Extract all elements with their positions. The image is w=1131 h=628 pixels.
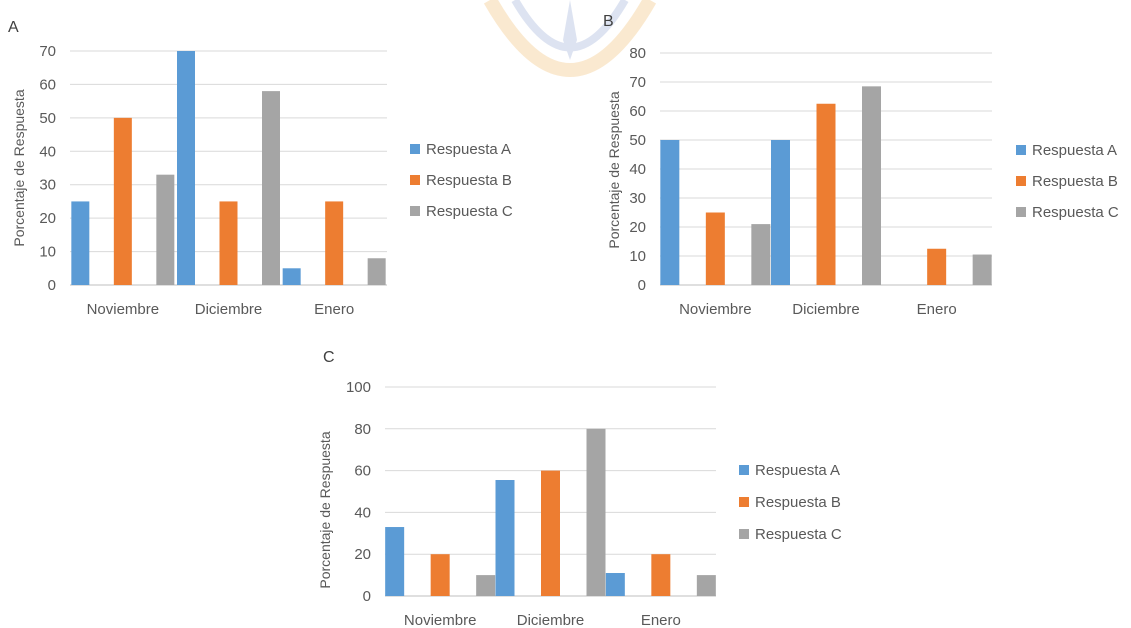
y-tick-label: 10 (39, 244, 56, 261)
bar-noviembre-respuesta-a (660, 140, 680, 285)
legend-entry: Respuesta C (426, 203, 513, 220)
bar-noviembre-respuesta-c (476, 575, 496, 596)
y-axis-title: Porcentaje de Respuesta (317, 431, 333, 588)
bar-enero-respuesta-c (696, 575, 716, 596)
bar-diciembre-respuesta-a (495, 480, 515, 596)
legend-swatch (739, 465, 749, 475)
chart-a: A 0 10 20 30 40 50 60 70 Porcentaje de Respuesta N… (8, 19, 513, 318)
legend-swatch (410, 206, 420, 216)
legend-entry: Respuesta A (1032, 142, 1117, 159)
bar-noviembre-respuesta-b (705, 212, 725, 285)
category-label: Diciembre (195, 301, 263, 318)
y-tick-label: 0 (363, 588, 371, 605)
bar-diciembre-respuesta-c (262, 91, 280, 285)
y-axis-title: Porcentaje de Respuesta (11, 89, 27, 246)
category-label: Enero (314, 301, 354, 318)
y-tick-label: 20 (39, 210, 56, 227)
y-tick-label: 30 (39, 177, 56, 194)
legend-swatch (1016, 145, 1026, 155)
y-tick-label: 50 (39, 110, 56, 127)
bar-diciembre-respuesta-b (816, 103, 836, 285)
bar-diciembre-respuesta-c (862, 86, 881, 285)
legend-entry: Respuesta A (755, 462, 840, 479)
y-axis-title: Porcentaje de Respuesta (606, 91, 622, 248)
bar-enero-respuesta-c (367, 258, 386, 285)
bar-enero-respuesta-b (651, 554, 671, 596)
bar-diciembre-respuesta-b (219, 201, 238, 285)
y-tick-label: 60 (39, 76, 56, 93)
bar-diciembre-respuesta-c (586, 428, 606, 596)
bar-diciembre-respuesta-a (177, 51, 195, 285)
panel-label: B (603, 13, 614, 30)
bar-noviembre-respuesta-b (430, 554, 450, 596)
legend-entry: Respuesta B (1032, 173, 1118, 190)
bar-noviembre-respuesta-c (156, 174, 175, 285)
y-tick-label: 40 (354, 504, 371, 521)
y-tick-label: 40 (629, 161, 646, 178)
bar-noviembre-respuesta-b (113, 117, 132, 285)
chart-c: C 0 20 40 60 80 100 Porcentaje de Respuesta Novi… (317, 349, 842, 628)
category-label: Enero (917, 301, 957, 318)
category-label: Noviembre (679, 301, 752, 318)
category-label: Enero (641, 612, 681, 628)
panel-label: A (8, 19, 19, 36)
category-label: Noviembre (404, 612, 477, 628)
y-tick-label: 50 (629, 132, 646, 149)
y-tick-label: 60 (354, 463, 371, 480)
category-label: Noviembre (87, 301, 160, 318)
legend-entry: Respuesta C (755, 526, 842, 543)
y-tick-label: 80 (629, 45, 646, 62)
y-tick-label: 0 (638, 277, 646, 294)
bar-diciembre-respuesta-b (541, 470, 560, 596)
y-tick-label: 20 (629, 219, 646, 236)
legend-entry: Respuesta B (755, 494, 841, 511)
category-label: Diciembre (517, 612, 585, 628)
legend-entry: Respuesta A (426, 141, 511, 158)
bar-enero-respuesta-b (927, 248, 947, 285)
y-tick-label: 70 (39, 43, 56, 60)
y-tick-label: 70 (629, 74, 646, 91)
legend-swatch (410, 144, 420, 154)
bar-enero-respuesta-a (605, 573, 625, 596)
legend-swatch (1016, 207, 1026, 217)
bar-enero-respuesta-c (972, 254, 992, 285)
category-label: Diciembre (792, 301, 860, 318)
y-tick-label: 80 (354, 421, 371, 438)
legend-entry: Respuesta C (1032, 204, 1119, 221)
legend-swatch (410, 175, 420, 185)
legend-swatch (739, 497, 749, 507)
y-tick-label: 100 (346, 379, 371, 396)
bar-diciembre-respuesta-a (771, 140, 790, 285)
y-tick-label: 30 (629, 190, 646, 207)
legend-entry: Respuesta B (426, 172, 512, 189)
chart-b: B 0 10 20 30 40 50 60 70 80 Porcentaje de Respuest… (603, 13, 1119, 318)
bar-noviembre-respuesta-c (751, 224, 771, 285)
y-tick-label: 0 (48, 277, 56, 294)
bar-enero-respuesta-a (282, 268, 301, 285)
bar-noviembre-respuesta-a (71, 201, 90, 285)
watermark-emblem (483, 0, 657, 77)
bar-enero-respuesta-b (325, 201, 344, 285)
legend-swatch (739, 529, 749, 539)
y-tick-label: 60 (629, 103, 646, 120)
panel-label: C (323, 349, 335, 366)
bar-noviembre-respuesta-a (385, 527, 405, 596)
y-tick-label: 10 (629, 248, 646, 265)
y-tick-label: 40 (39, 143, 56, 160)
y-tick-label: 20 (354, 546, 371, 563)
legend-swatch (1016, 176, 1026, 186)
